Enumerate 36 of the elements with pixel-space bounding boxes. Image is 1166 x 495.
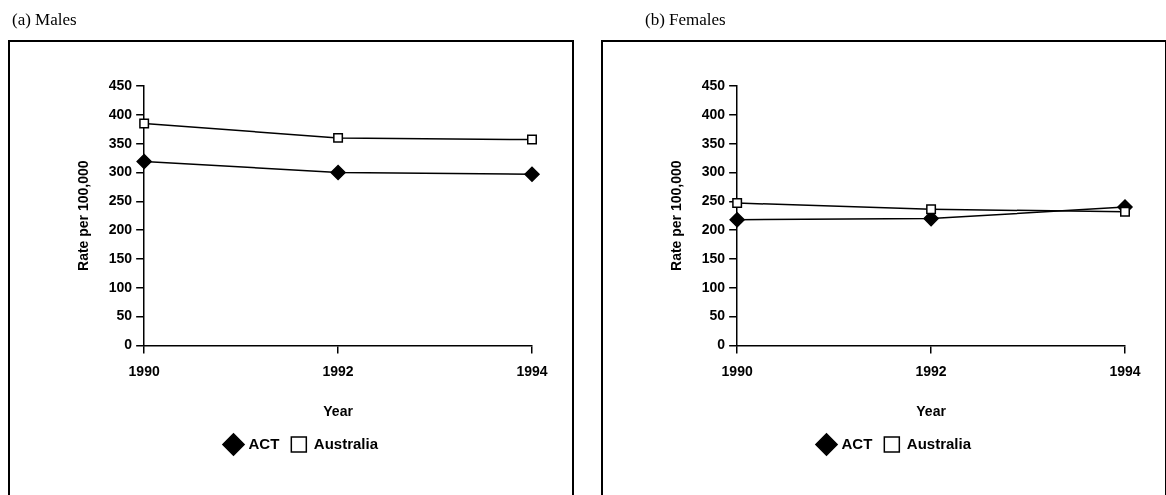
- legend-label: Australia: [313, 434, 379, 452]
- y-tick-label: 350: [108, 134, 133, 151]
- x-tick-label: 1992: [915, 362, 947, 379]
- y-tick-label: 400: [108, 105, 133, 122]
- legend-label: ACT: [248, 434, 280, 452]
- y-tick-label: 150: [108, 249, 133, 266]
- y-tick-label: 0: [717, 336, 726, 353]
- legend-label: ACT: [841, 434, 873, 452]
- x-tick-label: 1990: [721, 362, 753, 379]
- x-tick-label: 1992: [322, 362, 354, 379]
- y-tick-label: 0: [124, 336, 133, 353]
- chart-title: (a) Males: [12, 10, 77, 30]
- y-tick-label: 450: [701, 76, 726, 93]
- chart-title: (b) Females: [645, 10, 726, 30]
- x-axis-title: Year: [916, 403, 947, 420]
- y-tick-label: 150: [701, 249, 726, 266]
- y-tick-label: 200: [701, 220, 726, 237]
- y-tick-label: 200: [108, 220, 133, 237]
- y-tick-label: 300: [108, 163, 133, 180]
- y-axis-title: Rate per 100,000: [668, 160, 685, 271]
- x-tick-label: 1994: [1109, 362, 1141, 379]
- y-tick-label: 100: [108, 278, 133, 295]
- legend-label: Australia: [906, 434, 972, 452]
- x-tick-label: 1994: [516, 362, 548, 379]
- y-tick-label: 250: [108, 192, 133, 209]
- x-axis-title: Year: [323, 403, 354, 420]
- y-tick-label: 450: [108, 76, 133, 93]
- y-tick-label: 50: [709, 307, 726, 324]
- x-tick-label: 1990: [128, 362, 160, 379]
- y-tick-label: 350: [701, 134, 726, 151]
- y-tick-label: 50: [116, 307, 133, 324]
- y-axis-title: Rate per 100,000: [75, 160, 92, 271]
- y-tick-label: 400: [701, 105, 726, 122]
- y-tick-label: 300: [701, 163, 726, 180]
- y-tick-label: 250: [701, 192, 726, 209]
- y-tick-label: 100: [701, 278, 726, 295]
